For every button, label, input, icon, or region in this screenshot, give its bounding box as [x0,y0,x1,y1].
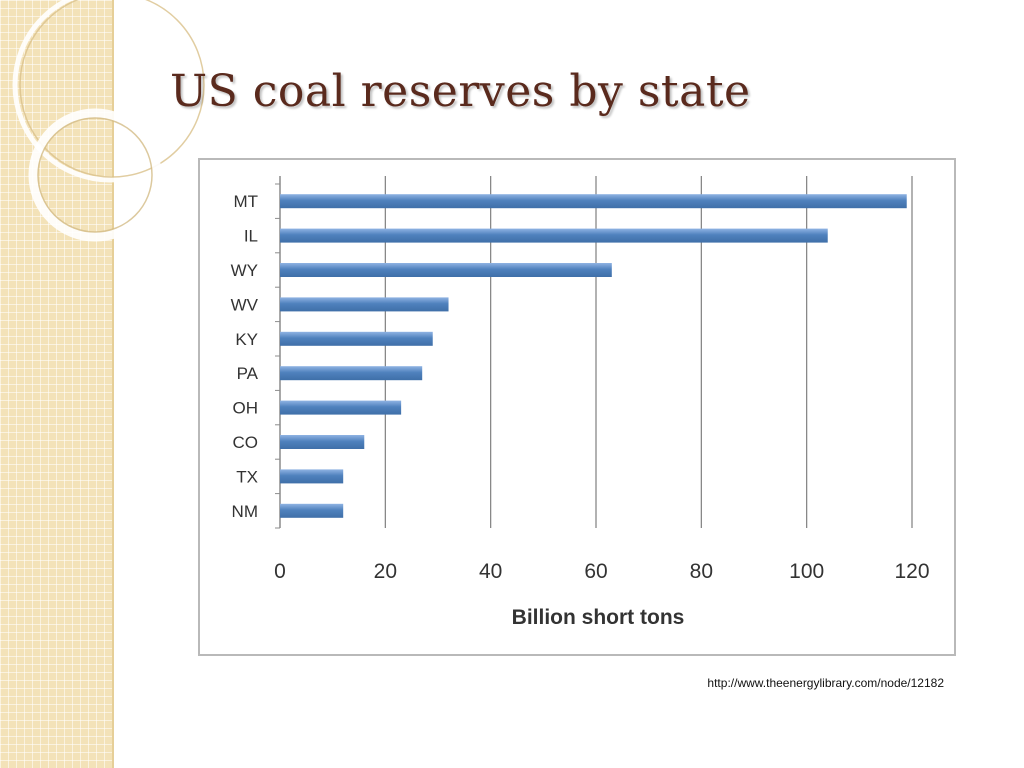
bar-nm [280,503,344,518]
category-label-il: IL [244,227,258,246]
bar-wy [280,263,612,277]
bar-il [280,228,828,243]
x-tick-label-0: 0 [274,560,286,583]
category-label-tx: TX [236,467,258,486]
bar-wv [280,297,449,312]
bar-pa [280,366,423,381]
category-label-wv: WV [231,295,259,314]
category-label-co: CO [233,433,259,452]
category-label-mt: MT [233,192,258,211]
bar-ky [280,331,433,346]
decorative-circles [12,0,208,242]
x-tick-label-40: 40 [479,560,502,583]
bar-oh [280,400,402,415]
bar-co [280,435,365,449]
x-axis-title: Billion short tons [512,606,685,629]
page-title: US coal reserves by state [170,66,751,117]
category-label-oh: OH [233,399,259,418]
x-tick-label-20: 20 [374,560,397,583]
category-label-pa: PA [237,364,259,383]
category-label-nm: NM [232,502,258,521]
bar-mt [280,194,907,209]
category-label-wy: WY [231,261,258,280]
x-tick-label-120: 120 [894,560,929,583]
category-label-ky: KY [235,330,258,349]
x-tick-label-60: 60 [584,560,607,583]
bar-chart: MT IL WY WV KY PA OH CO TX NM 0 20 40 60 80 100 120 Billi… [231,176,930,629]
x-tick-label-100: 100 [789,560,824,583]
source-link[interactable]: http://www.theenergylibrary.com/node/121… [707,676,944,690]
x-tick-label-80: 80 [690,560,713,583]
bar-tx [280,469,344,484]
